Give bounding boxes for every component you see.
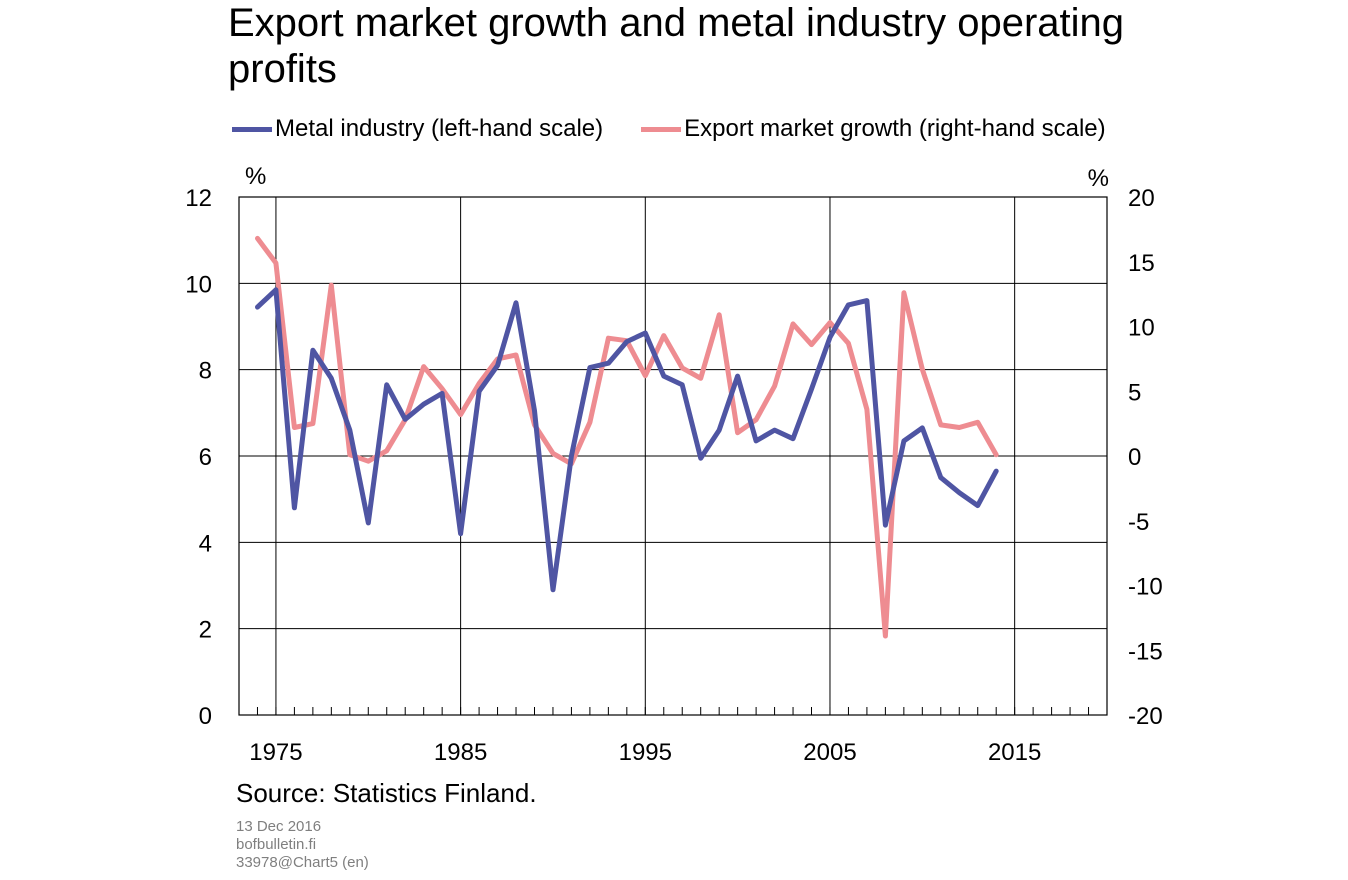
legend-swatch-export-market-growth (641, 126, 682, 132)
series-line-export-market-growth (255, 235, 999, 639)
series-layer (255, 235, 999, 639)
y-right-tick-label: -15 (1128, 638, 1163, 665)
publication-meta: 13 Dec 2016 bofbulletin.fi 33978@Chart5 … (236, 818, 369, 872)
x-tick-label: 1995 (619, 739, 672, 766)
y-right-unit-label: % (1088, 165, 1109, 192)
legend-item-metal-industry: Metal industry (left-hand scale) (232, 115, 603, 143)
y-right-tick-label: -5 (1128, 509, 1149, 536)
source-note: Source: Statistics Finland. (236, 778, 537, 808)
y-left-tick-label: 0 (199, 703, 212, 730)
x-tick-label: 2005 (803, 739, 856, 766)
x-tick-label: 1985 (434, 739, 487, 766)
y-right-tick-label: -10 (1128, 574, 1163, 601)
publication-site: bofbulletin.fi (236, 836, 317, 853)
y-right-tick-label: 15 (1128, 250, 1155, 277)
publication-date: 13 Dec 2016 (236, 818, 322, 835)
x-tick-label: 2015 (988, 739, 1041, 766)
y-left-tick-label: 12 (185, 185, 212, 212)
y-left-tick-label: 8 (199, 358, 212, 385)
legend-label-metal-industry: Metal industry (left-hand scale) (275, 115, 604, 142)
y-left-tick-label: 10 (185, 271, 212, 298)
y-right-tick-label: 10 (1128, 315, 1155, 342)
y-right-tick-label: -20 (1128, 703, 1163, 730)
y-left-unit-label: % (245, 163, 266, 190)
chart-title: Export market growth and metal industry … (228, 1, 1124, 91)
legend-swatch-metal-industry (232, 126, 272, 132)
y-right-tick-label: 20 (1128, 185, 1155, 212)
ticks-layer (256, 707, 1090, 715)
series-line-metal-industry (255, 287, 999, 593)
y-left-tick-label: 2 (199, 617, 212, 644)
plot-frame (238, 196, 1108, 716)
y-left-tick-label: 6 (199, 444, 212, 471)
y-right-tick-label: 0 (1128, 444, 1141, 471)
chart-code: 33978@Chart5 (en) (236, 854, 369, 871)
grid-layer (238, 196, 1108, 716)
legend-label-export-market-growth: Export market growth (right-hand scale) (684, 115, 1106, 142)
chart-legend: Metal industry (left-hand scale) Export … (232, 114, 1144, 144)
y-left-tick-label: 4 (199, 530, 212, 557)
labels-layer: 0 2 4 6 8 10 12 -20 -15 -10 -5 0 5 10 15 20 1975 1985 1995… (185, 163, 1162, 766)
legend-item-export-market-growth: Export market growth (right-hand scale) (641, 115, 1106, 143)
x-tick-label: 1975 (249, 739, 302, 766)
y-right-tick-label: 5 (1128, 379, 1141, 406)
